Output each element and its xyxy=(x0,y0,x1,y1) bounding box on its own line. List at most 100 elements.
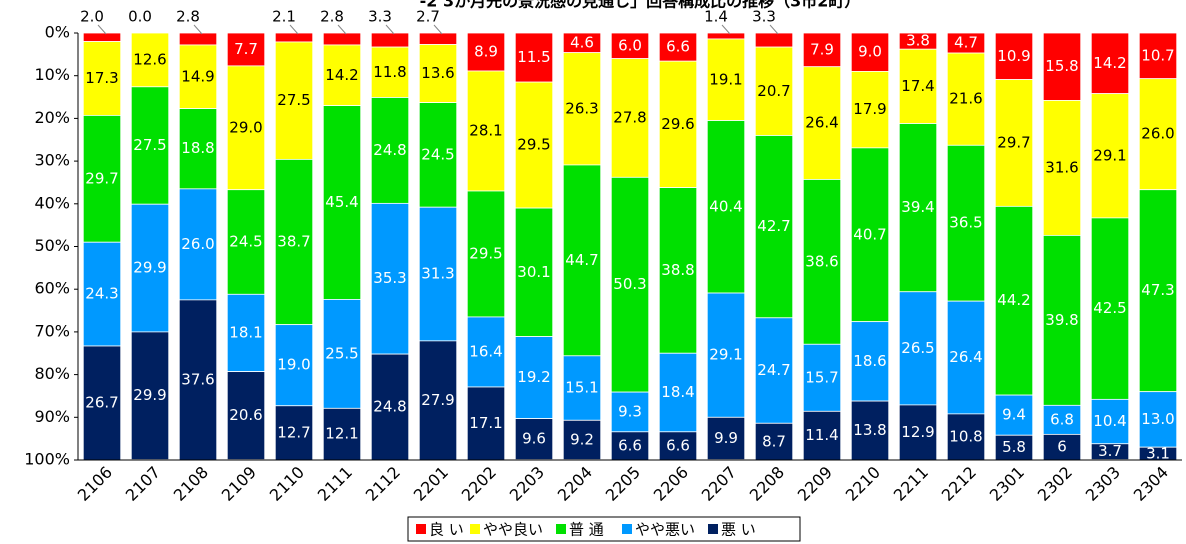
x-tick: 2212 xyxy=(938,463,980,505)
x-tick-label: 2211 xyxy=(890,463,932,505)
leader-line xyxy=(433,24,443,35)
data-label: 3.7 xyxy=(1098,442,1122,460)
data-label: 39.4 xyxy=(901,198,934,216)
data-label: 9.0 xyxy=(858,43,882,61)
bar-segment xyxy=(802,179,842,345)
data-label: 39.8 xyxy=(1045,311,1078,329)
bar-segment xyxy=(466,190,506,318)
bar-segment xyxy=(562,355,602,421)
data-label: 44.7 xyxy=(565,251,598,269)
data-label: 31.3 xyxy=(421,265,454,283)
bar-segment xyxy=(658,431,698,461)
bar-segment xyxy=(1042,32,1082,101)
bar-segment xyxy=(514,207,554,337)
data-label: 7.7 xyxy=(234,40,258,58)
x-tick-label: 2209 xyxy=(794,463,836,505)
bar-segment xyxy=(994,79,1034,207)
data-label: 11.4 xyxy=(805,426,838,444)
data-label: 38.8 xyxy=(661,261,694,279)
data-label: 9.9 xyxy=(714,429,738,447)
x-tick: 2109 xyxy=(218,463,260,505)
bar-segment xyxy=(994,394,1034,436)
bar-segment xyxy=(850,147,890,323)
bar-segment xyxy=(274,32,314,43)
data-label: 26.0 xyxy=(181,235,214,253)
data-label: 24.8 xyxy=(373,398,406,416)
bar-segment xyxy=(898,291,938,406)
data-label: 29.0 xyxy=(229,118,262,136)
x-tick-label: 2202 xyxy=(458,463,500,505)
data-label: 13.6 xyxy=(421,64,454,82)
y-tick-label: 60% xyxy=(34,279,70,298)
data-label: 11.8 xyxy=(373,63,406,81)
legend-swatch xyxy=(556,524,566,534)
y-tick-label: 10% xyxy=(34,65,70,84)
data-label: 1.4 xyxy=(704,8,728,26)
bar-segment xyxy=(898,123,938,293)
bar-segment xyxy=(1042,404,1082,435)
bar-segment xyxy=(274,324,314,407)
bar-segment xyxy=(274,41,314,160)
bar-segment xyxy=(946,413,986,461)
data-label: 9.2 xyxy=(570,430,594,448)
bar-segment xyxy=(898,48,938,124)
data-label: 8.9 xyxy=(474,43,498,61)
bar-segment xyxy=(610,58,650,178)
data-label: 26.4 xyxy=(949,348,982,366)
data-label: 11.5 xyxy=(517,48,550,66)
data-label: 16.4 xyxy=(469,342,502,360)
bar-segment xyxy=(658,60,698,188)
bar-segment xyxy=(466,70,506,192)
bar-segment xyxy=(514,81,554,209)
leader-line xyxy=(385,24,395,35)
data-label: 42.5 xyxy=(1093,299,1126,317)
x-tick-label: 2204 xyxy=(554,463,596,505)
y-tick-label: 70% xyxy=(34,321,70,340)
data-label: 40.7 xyxy=(853,225,886,243)
data-label: 6.8 xyxy=(1050,410,1074,428)
data-label: 24.7 xyxy=(757,361,790,379)
bar-segment xyxy=(610,391,650,433)
bar-segment xyxy=(850,71,890,149)
data-label: 29.5 xyxy=(469,244,502,262)
data-label: 2.8 xyxy=(176,8,200,26)
data-label: 14.9 xyxy=(181,67,214,85)
bar-segment xyxy=(178,32,218,46)
x-tick-label: 2201 xyxy=(410,463,452,505)
leader-line xyxy=(337,24,347,35)
leader-line xyxy=(289,24,299,35)
bar-segment xyxy=(466,316,506,388)
x-tick: 2302 xyxy=(1034,463,1076,505)
data-label: 36.5 xyxy=(949,214,982,232)
legend-label: 悪 い xyxy=(721,521,756,539)
bar-segment xyxy=(370,32,410,48)
data-label: 47.3 xyxy=(1141,281,1174,299)
bar-segment xyxy=(562,164,602,357)
data-label: 17.1 xyxy=(469,414,502,432)
data-label: 18.6 xyxy=(853,352,886,370)
bar-segment xyxy=(802,32,842,68)
data-label: 29.5 xyxy=(517,136,550,154)
data-label: 17.9 xyxy=(853,100,886,118)
data-label: 45.4 xyxy=(325,193,358,211)
bar-segment xyxy=(658,352,698,433)
x-tick: 2112 xyxy=(362,463,404,505)
x-tick-label: 2212 xyxy=(938,463,980,505)
bar-segment xyxy=(514,32,554,83)
x-tick-label: 2206 xyxy=(650,463,692,505)
x-tick-label: 2210 xyxy=(842,463,884,505)
data-label: 19.2 xyxy=(517,368,550,386)
x-tick: 2204 xyxy=(554,463,596,505)
x-tick: 2202 xyxy=(458,463,500,505)
leader-line xyxy=(97,24,107,35)
legend-label: 普 通 xyxy=(569,521,604,539)
x-tick: 2208 xyxy=(746,463,788,505)
data-label: 38.7 xyxy=(277,233,310,251)
data-label: 20.7 xyxy=(757,82,790,100)
bar-segment xyxy=(562,52,602,166)
data-label: 20.6 xyxy=(229,406,262,424)
bar-segment xyxy=(706,292,746,418)
legend-box xyxy=(407,516,801,542)
data-label: 29.9 xyxy=(133,386,166,404)
